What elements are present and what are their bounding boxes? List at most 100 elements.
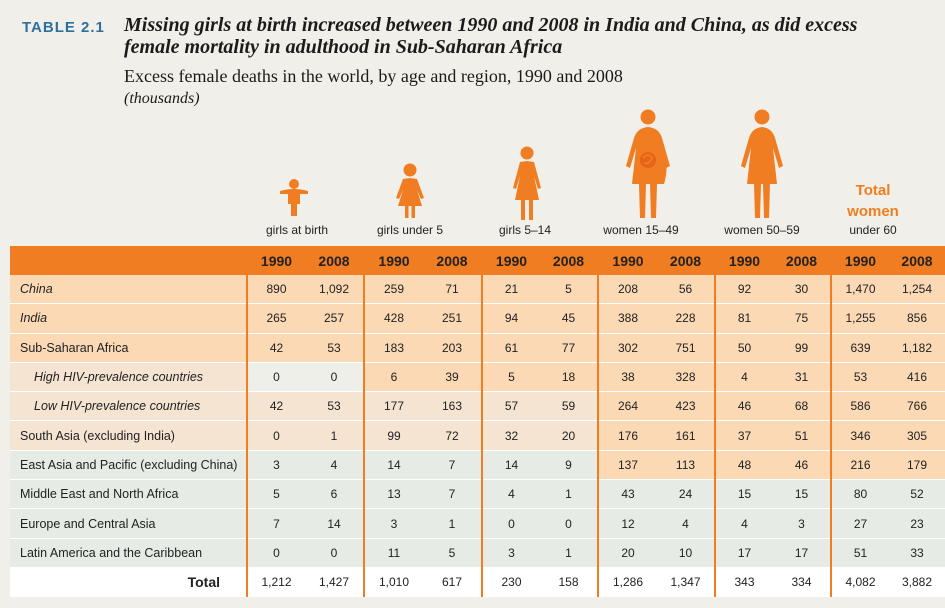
value-cell: 52: [889, 479, 945, 510]
girl-figure-icon: [508, 146, 546, 222]
value-cell: 1,092: [305, 275, 364, 305]
value-cell: 4: [305, 450, 364, 481]
value-cell: 228: [657, 303, 715, 334]
year-header-cell: 2008: [773, 246, 831, 275]
value-cell: 32: [481, 420, 540, 451]
value-cell: 0: [246, 362, 305, 393]
row-label: High HIV-prevalence countries: [10, 362, 247, 393]
value-cell: 3: [773, 508, 831, 539]
value-cell: 15: [714, 479, 773, 510]
value-cell: 3: [246, 450, 305, 481]
value-cell: 183: [363, 333, 423, 363]
value-cell: 53: [830, 362, 889, 393]
value-cell: 14: [363, 450, 423, 481]
value-cell: 1,255: [830, 303, 889, 334]
value-cell: 6: [363, 362, 423, 393]
value-cell: 13: [363, 479, 423, 510]
year-header-cell: 2008: [657, 246, 715, 275]
value-cell: 257: [305, 303, 364, 334]
table-row: South Asia (excluding India) 0 1 99 72 32 20 17…: [10, 420, 945, 451]
infant-figure-icon: [278, 178, 310, 220]
value-cell: 5: [540, 275, 598, 305]
table-subtitle: Excess female deaths in the world, by ag…: [124, 66, 623, 86]
value-cell: 179: [889, 450, 945, 481]
year-header-cell: 1990: [830, 246, 889, 275]
value-cell: 46: [773, 450, 831, 481]
row-label: Europe and Central Asia: [10, 508, 247, 539]
value-cell: 856: [889, 303, 945, 334]
value-cell: 56: [657, 275, 715, 305]
value-cell: 17: [773, 538, 831, 568]
value-cell: 21: [481, 275, 540, 305]
value-cell: 203: [423, 333, 482, 363]
row-label: South Asia (excluding India): [10, 420, 247, 451]
column-label-girls-5-14: girls 5–14: [498, 223, 552, 237]
table-row: Sub-Saharan Africa 42 53 183 203 61 77 302 751 50…: [10, 333, 945, 363]
value-cell: 42: [246, 391, 305, 422]
value-cell: 75: [773, 303, 831, 334]
value-cell: 24: [657, 479, 715, 510]
value-cell: 18: [540, 362, 598, 393]
total-value-cell: 1,347: [657, 567, 715, 597]
value-cell: 0: [305, 362, 364, 393]
value-cell: 45: [540, 303, 598, 334]
value-cell: 1: [540, 479, 598, 510]
value-cell: 3: [481, 538, 540, 568]
value-cell: 4: [657, 508, 715, 539]
value-cell: 31: [773, 362, 831, 393]
value-cell: 5: [246, 479, 305, 510]
value-cell: 38: [597, 362, 657, 393]
value-cell: 423: [657, 391, 715, 422]
value-cell: 1: [423, 508, 482, 539]
value-cell: 46: [714, 391, 773, 422]
value-cell: 39: [423, 362, 482, 393]
value-cell: 99: [773, 333, 831, 363]
value-cell: 99: [363, 420, 423, 451]
row-label: Middle East and North Africa: [10, 479, 247, 510]
total-value-cell: 1,212: [246, 567, 305, 597]
value-cell: 0: [246, 538, 305, 568]
total-heading-line2: women: [847, 203, 899, 220]
value-cell: 10: [657, 538, 715, 568]
excess-female-deaths-table: 1990 2008 1990 2008 1990 2008 1990 2008 1990 2008…: [10, 246, 945, 597]
value-cell: 51: [773, 420, 831, 451]
table-row: Europe and Central Asia 7 14 3 1 0 0 12 4 4 3 27 23: [10, 508, 945, 539]
value-cell: 6: [305, 479, 364, 510]
total-women-heading: Total women: [834, 180, 912, 222]
column-label-girls-under-5: girls under 5: [376, 223, 444, 237]
value-cell: 1: [540, 538, 598, 568]
value-cell: 639: [830, 333, 889, 363]
value-cell: 328: [657, 362, 715, 393]
total-row-label: Total: [10, 567, 247, 597]
toddler-figure-icon: [392, 162, 428, 220]
value-cell: 751: [657, 333, 715, 363]
table-row: India 265 257 428 251 94 45 388 228 81 75 1,255 856: [10, 303, 945, 334]
row-label: Latin America and the Caribbean: [10, 538, 247, 568]
table-row: Latin America and the Caribbean 0 0 11 5 3 1 20…: [10, 538, 945, 568]
value-cell: 14: [481, 450, 540, 481]
value-cell: 0: [540, 508, 598, 539]
value-cell: 30: [773, 275, 831, 305]
value-cell: 3: [363, 508, 423, 539]
column-label-women-15-49: women 15–49: [603, 223, 679, 237]
value-cell: 1,470: [830, 275, 889, 305]
value-cell: 9: [540, 450, 598, 481]
value-cell: 20: [597, 538, 657, 568]
value-cell: 113: [657, 450, 715, 481]
value-cell: 20: [540, 420, 598, 451]
year-header-cell: 2008: [540, 246, 598, 275]
value-cell: 137: [597, 450, 657, 481]
total-heading-line3: under 60: [849, 223, 897, 237]
year-header-cell: 1990: [597, 246, 657, 275]
row-label: East Asia and Pacific (excluding China): [10, 450, 247, 481]
value-cell: 5: [481, 362, 540, 393]
value-cell: 71: [423, 275, 482, 305]
woman-figure-icon: [738, 108, 786, 220]
value-cell: 53: [305, 391, 364, 422]
table-units: (thousands): [124, 90, 200, 107]
value-cell: 302: [597, 333, 657, 363]
total-row: Total 1,212 1,427 1,010 617 230 158 1,286 1,347 3…: [10, 567, 945, 597]
total-value-cell: 617: [423, 567, 482, 597]
value-cell: 51: [830, 538, 889, 568]
row-label: Sub-Saharan Africa: [10, 333, 247, 363]
